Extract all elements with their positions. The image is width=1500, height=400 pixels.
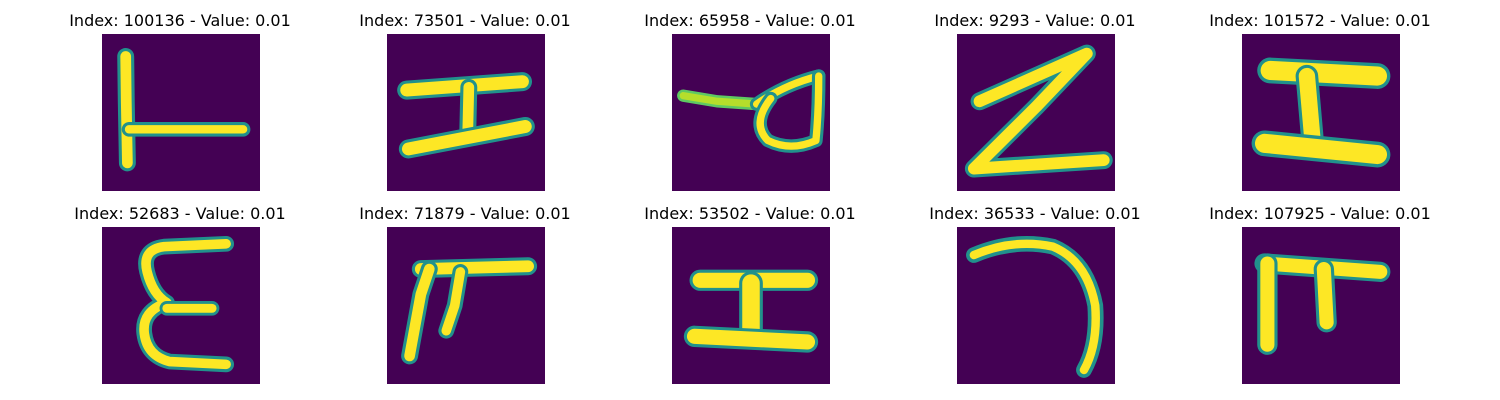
panel-6: Index: 52683 - Value: 0.01 [50,203,310,384]
image-background [672,34,830,191]
panel-title: Index: 100136 - Value: 0.01 [69,11,291,30]
digit-image [102,34,260,191]
stroke [756,72,823,150]
stroke [1298,67,1321,149]
panel-title: Index: 36533 - Value: 0.01 [929,204,1141,223]
digit-image [1242,227,1400,384]
panel-title: Index: 107925 - Value: 0.01 [1209,204,1431,223]
digit-image [1242,34,1400,191]
stroke [414,260,534,275]
stroke [1254,133,1388,165]
stroke [404,263,435,362]
stroke [1316,262,1334,330]
stroke [462,81,475,141]
stroke [969,239,1100,375]
stroke [1260,60,1388,86]
panel-2: Index: 73501 - Value: 0.01 [335,10,595,191]
panel-title: Index: 71879 - Value: 0.01 [359,204,571,223]
stroke [686,328,816,350]
digit-image [672,34,830,191]
digit-image [387,227,545,384]
panel-title: Index: 101572 - Value: 0.01 [1209,11,1431,30]
panel-1: Index: 100136 - Value: 0.01 [50,10,310,191]
panel-5: Index: 101572 - Value: 0.01 [1190,10,1450,191]
panel-title: Index: 53502 - Value: 0.01 [644,204,856,223]
stroke [968,47,1110,175]
panel-10: Index: 107925 - Value: 0.01 [1190,203,1450,384]
panel-title: Index: 65958 - Value: 0.01 [644,11,856,30]
digit-image [387,34,545,191]
panel-title: Index: 9293 - Value: 0.01 [934,11,1136,30]
panel-4: Index: 9293 - Value: 0.01 [905,10,1165,191]
panel-9: Index: 36533 - Value: 0.01 [905,203,1165,384]
digit-image [957,34,1115,191]
panel-title: Index: 73501 - Value: 0.01 [359,11,571,30]
stroke [679,92,761,108]
panel-title: Index: 52683 - Value: 0.01 [74,204,286,223]
digit-image [672,227,830,384]
panel-7: Index: 71879 - Value: 0.01 [335,203,595,384]
digit-image [102,227,260,384]
stroke [120,51,133,169]
stroke [401,120,532,156]
panel-8: Index: 53502 - Value: 0.01 [620,203,880,384]
panel-3: Index: 65958 - Value: 0.01 [620,10,880,191]
digit-image [957,227,1115,384]
stroke [441,267,466,336]
